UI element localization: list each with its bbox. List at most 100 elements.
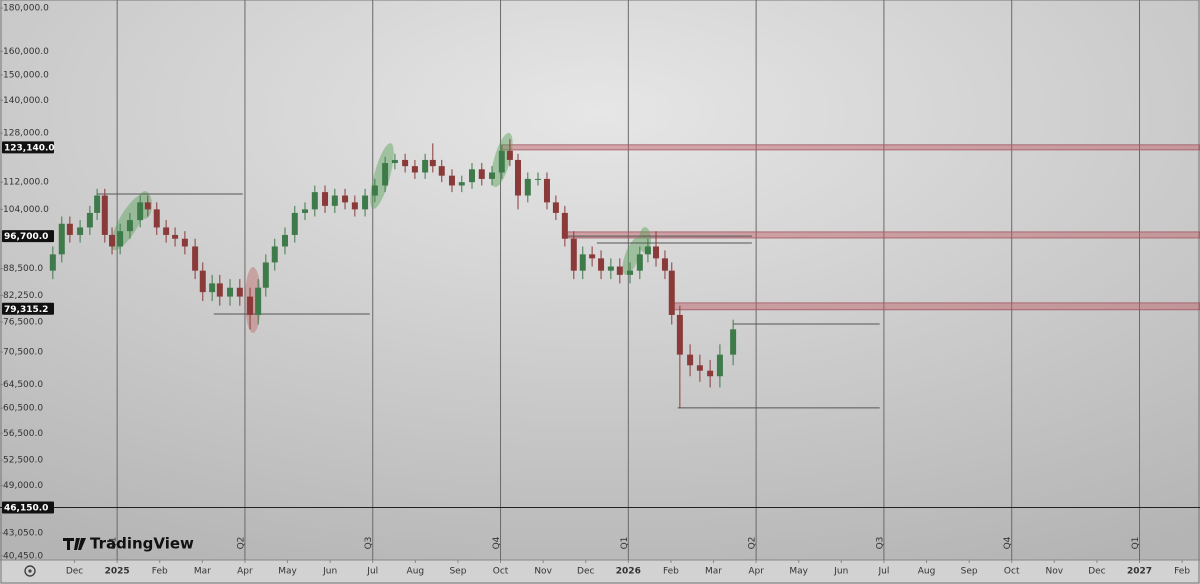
- x-tick-label: Apr: [748, 567, 764, 577]
- candle-body: [351, 202, 358, 210]
- candle-body: [535, 178, 542, 180]
- x-tick-label: Feb: [663, 567, 679, 577]
- candle-body: [362, 195, 369, 210]
- price-label-box: [2, 230, 54, 243]
- candle-body: [137, 202, 144, 221]
- quarter-label: Q2: [748, 537, 758, 550]
- candle-body: [627, 270, 634, 275]
- candle-body: [653, 246, 660, 259]
- candle-body: [109, 234, 116, 247]
- candle-body: [342, 195, 349, 203]
- quarter-label: Q4: [492, 536, 502, 549]
- candle-body: [371, 185, 378, 196]
- y-tick-label: 128,000.0: [3, 129, 49, 139]
- candle-body: [607, 266, 614, 271]
- candle-body: [616, 266, 623, 275]
- quarter-label: Q4: [1003, 536, 1013, 549]
- settings-icon[interactable]: [24, 565, 36, 577]
- x-tick-label: 2026: [616, 567, 641, 577]
- quarter-label: Q1: [109, 537, 119, 550]
- candle-body: [311, 192, 318, 210]
- candle-body: [331, 195, 338, 206]
- x-tick-label: Sep: [449, 567, 466, 577]
- time-axis-background: [0, 560, 1200, 584]
- settings-gear[interactable]: [24, 565, 36, 577]
- candle-body: [696, 365, 703, 371]
- candle-body: [716, 354, 723, 377]
- price-label-box: [2, 141, 54, 154]
- x-tick-label: Nov: [534, 567, 552, 577]
- price-label: 96,700.0: [4, 232, 48, 242]
- candle-body: [411, 166, 418, 173]
- price-label-box: [2, 302, 54, 315]
- price-label-box: [2, 501, 54, 514]
- resistance-zone: [501, 144, 1200, 151]
- quarter-label: Q3: [364, 537, 374, 550]
- candle-body: [262, 262, 269, 288]
- candle-body: [192, 246, 199, 271]
- candle-body: [478, 169, 485, 179]
- axes: Q1 Q2 Q3 Q4 Q1 Q2 Q3 Q4 Q1 Dec 2025 Feb Mar Apr May Jun…: [0, 4, 1190, 577]
- x-tick-label: Jul: [877, 567, 889, 577]
- quarter-label: Q1: [620, 537, 630, 550]
- candle-body: [402, 159, 409, 167]
- candle-body: [524, 178, 531, 196]
- candle-body: [144, 202, 151, 210]
- y-tick-label: 82,250.0: [3, 291, 43, 301]
- price-label: 123,140.0: [4, 143, 55, 153]
- candle-body: [458, 182, 465, 186]
- candle-body: [247, 296, 254, 315]
- x-tick-label: Nov: [1046, 567, 1064, 577]
- candle-body: [117, 231, 124, 247]
- x-tick-label: Aug: [407, 567, 425, 577]
- resistance-zone: [562, 231, 1200, 239]
- candle-body: [429, 159, 436, 167]
- y-tick-label: 160,000.0: [3, 47, 49, 57]
- candle-body: [94, 195, 101, 213]
- x-tick-label: Oct: [1004, 567, 1020, 577]
- candle-body: [181, 238, 188, 247]
- x-tick-label: Feb: [152, 567, 168, 577]
- candle-body: [570, 238, 577, 271]
- y-tick-label: 52,500.0: [3, 456, 43, 466]
- candle-body: [227, 287, 234, 297]
- y-tick-label: 60,500.0: [3, 404, 43, 414]
- candle-body: [163, 227, 170, 235]
- x-tick-label: Dec: [577, 567, 594, 577]
- y-tick-label: 76,500.0: [3, 318, 43, 328]
- candles: [49, 138, 737, 409]
- settings-gear-center[interactable]: [28, 569, 32, 573]
- candle-body: [422, 159, 429, 173]
- x-tick-label: May: [278, 567, 297, 577]
- logo-icon: [63, 538, 86, 550]
- candle-body: [382, 163, 389, 186]
- candle-body: [291, 212, 298, 235]
- y-tick-label: 140,000.0: [3, 96, 49, 106]
- highlight: [622, 237, 642, 275]
- candle-body: [448, 175, 455, 186]
- candle-body: [77, 227, 84, 235]
- candle-body: [49, 254, 56, 271]
- candle-body: [579, 254, 586, 271]
- quarter-label: Q1: [1131, 537, 1141, 550]
- candle-body: [730, 329, 737, 355]
- candle-body: [543, 178, 550, 203]
- candle-body: [514, 159, 521, 196]
- x-tick-label: Jun: [833, 567, 848, 577]
- candle-body: [561, 212, 568, 239]
- candle-body: [255, 287, 262, 315]
- x-tick-label: Apr: [237, 567, 253, 577]
- candle-body: [589, 254, 596, 259]
- watermark-text: TradingView: [90, 535, 194, 553]
- y-tick-label: 180,000.0: [3, 4, 49, 14]
- candle-body: [58, 223, 65, 255]
- candle-body: [498, 150, 505, 173]
- levels: [0, 193, 1200, 509]
- y-tick-label: 104,000.0: [3, 205, 49, 215]
- y-tick-label: 88,500.0: [3, 264, 43, 274]
- quarter-label: Q3: [875, 537, 885, 550]
- candle-body: [707, 370, 714, 377]
- y-tick-label: 112,000.0: [3, 178, 49, 188]
- candle-body: [438, 166, 445, 176]
